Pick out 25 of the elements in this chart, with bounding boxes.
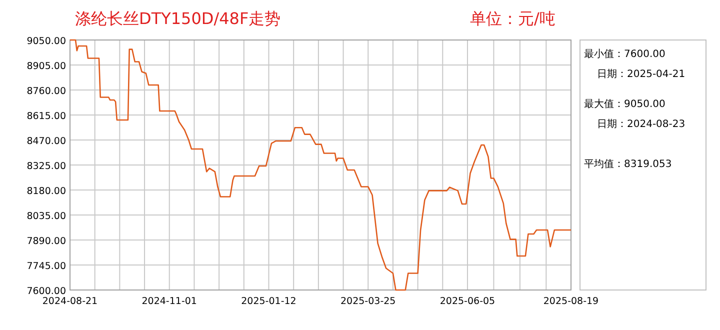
y-tick-label: 7600.00 xyxy=(26,286,66,297)
y-tick-label: 9050.00 xyxy=(26,36,66,47)
y-tick-label: 7890.00 xyxy=(26,236,66,247)
y-tick-label: 8615.00 xyxy=(26,111,66,122)
y-tick-label: 8760.00 xyxy=(26,86,66,97)
text: 日期：2025-04-21 xyxy=(597,68,686,80)
chart-title: 涤纶长丝DTY150D/48F走势 xyxy=(75,9,281,28)
x-tick-label: 2025-03-25 xyxy=(340,296,396,307)
text: 最小值：7600.00 xyxy=(584,48,666,60)
chart-subtitle: 单位：元/吨 xyxy=(470,9,556,28)
text: 平均值：8319.053 xyxy=(584,158,672,170)
text: 最大值：9050.00 xyxy=(584,98,666,110)
y-tick-label: 7745.00 xyxy=(26,261,66,272)
x-tick-label: 2024-11-01 xyxy=(142,296,197,307)
y-tick-label: 8325.00 xyxy=(26,161,66,172)
y-tick-label: 8035.00 xyxy=(26,211,66,222)
y-tick-label: 8905.00 xyxy=(26,61,66,72)
y-tick-label: 8180.00 xyxy=(26,186,66,197)
x-tick-label: 2024-08-21 xyxy=(42,296,98,307)
y-tick-label: 8470.00 xyxy=(26,136,66,147)
x-tick-label: 2025-01-12 xyxy=(241,296,296,307)
line-series xyxy=(69,39,572,291)
x-tick-label: 2025-06-05 xyxy=(440,296,496,307)
text: 日期：2024-08-23 xyxy=(597,118,686,130)
x-tick-label: 2025-08-19 xyxy=(543,296,599,307)
